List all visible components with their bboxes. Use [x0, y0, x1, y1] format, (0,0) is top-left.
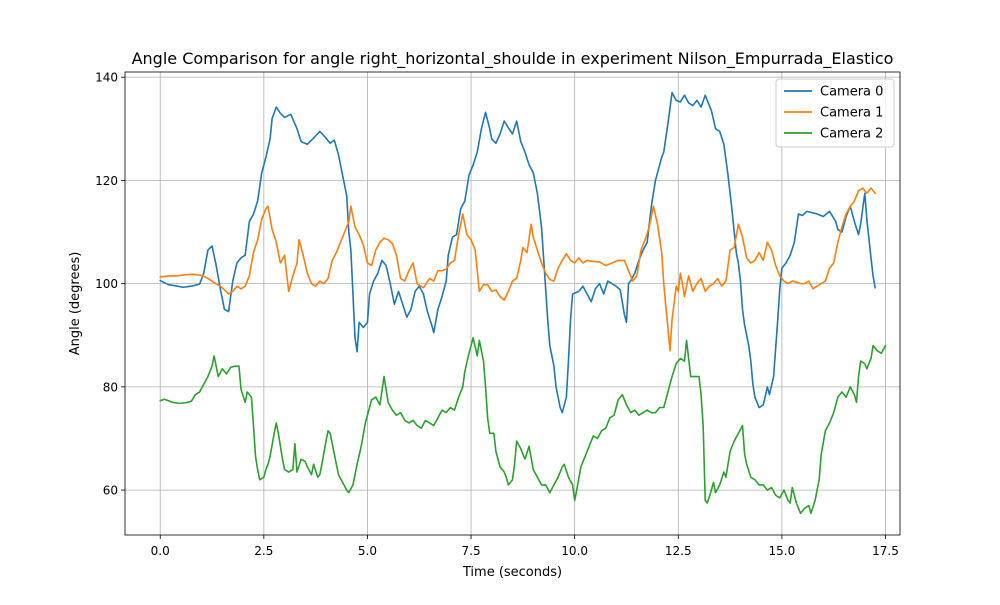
series-line-camera-2 [159, 337, 887, 515]
y-tick-label: 140 [95, 71, 118, 85]
plot-area-frame [124, 71, 901, 536]
series-lines [159, 91, 887, 515]
x-tick-label: 7.5 [462, 544, 481, 558]
legend-label: Camera 0 [820, 85, 883, 100]
chart-title: Angle Comparison for angle right_horizon… [132, 49, 894, 69]
series-line-camera-1 [159, 187, 876, 352]
axis-ticks: 0.0 2.5 5.0 7.5 10.0 12.5 15.0 17.5 60 80 100 120 14… [95, 71, 899, 558]
y-tick-label: 100 [95, 277, 118, 291]
x-tick-label: 5.0 [358, 544, 377, 558]
x-tick-label: 15.0 [769, 544, 796, 558]
x-tick-label: 10.0 [561, 544, 588, 558]
x-tick-label: 2.5 [254, 544, 273, 558]
plot-area-background [125, 72, 900, 535]
x-tick-label: 0.0 [151, 544, 170, 558]
y-tick-label: 120 [95, 174, 118, 188]
x-tick-label: 12.5 [665, 544, 692, 558]
y-tick-label: 60 [103, 484, 118, 498]
legend: Camera 0 Camera 1 Camera 2 [775, 78, 895, 148]
y-axis-label: Angle (degrees) [68, 252, 83, 356]
grid-lines [125, 72, 900, 535]
legend-box [775, 78, 895, 148]
x-axis-label: Time (seconds) [462, 565, 562, 580]
series-line-camera-0 [159, 91, 876, 414]
x-tick-label: 17.5 [872, 544, 899, 558]
legend-label: Camera 2 [820, 127, 883, 142]
legend-label: Camera 1 [820, 106, 883, 121]
y-tick-label: 80 [103, 380, 118, 394]
